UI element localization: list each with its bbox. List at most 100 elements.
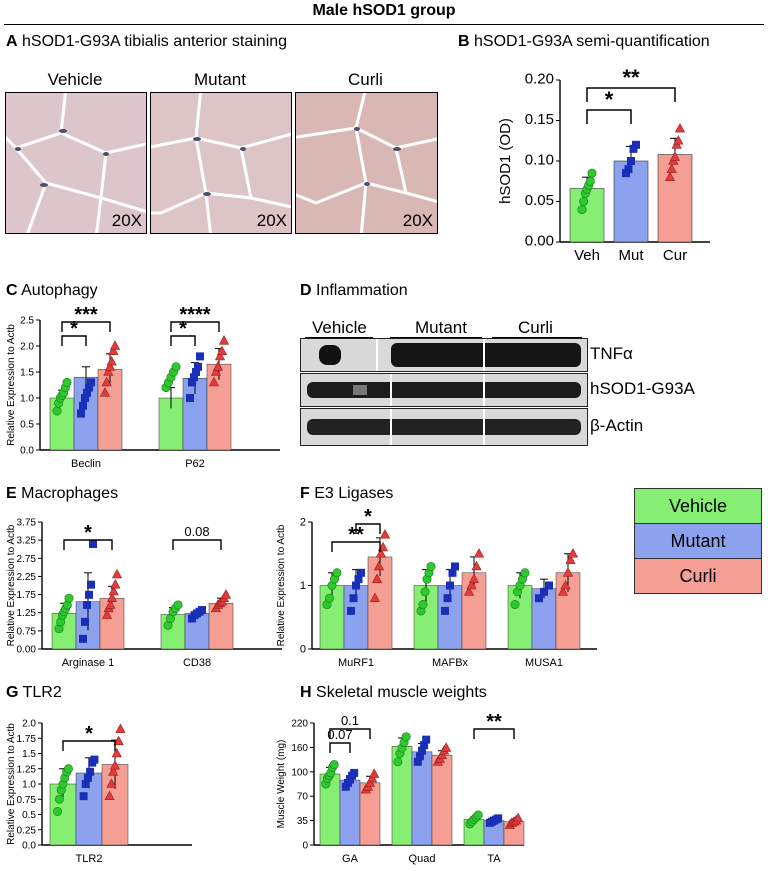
- panel-h-title: Skeletal muscle weights: [316, 684, 487, 701]
- data-point: [208, 376, 220, 387]
- x-category-label: Arginase 1: [62, 657, 115, 669]
- data-point: [373, 560, 385, 571]
- panel-a-letter: A: [6, 33, 18, 50]
- significance-label: 0.08: [184, 524, 209, 539]
- data-point: [664, 171, 676, 181]
- data-point: [466, 579, 477, 590]
- lane-label-vehicle: Vehicle: [312, 318, 367, 337]
- data-point: [105, 599, 116, 609]
- data-point: [106, 778, 117, 788]
- panel-g-letter: G: [6, 684, 19, 701]
- y-tick-label: 0.75: [17, 795, 37, 806]
- y-axis-label: Relative Expression to Actb: [276, 524, 287, 646]
- data-point: [79, 792, 88, 801]
- x-category-label: P62: [185, 458, 205, 470]
- data-point: [188, 378, 196, 387]
- data-point: [567, 548, 579, 558]
- y-tick-label: 2.0: [22, 719, 36, 730]
- y-tick-label: 0.10: [525, 152, 554, 169]
- significance-label: **: [348, 524, 364, 546]
- significance-bracket: [329, 742, 351, 753]
- panel-e-letter: E: [6, 485, 17, 502]
- data-point: [192, 368, 200, 376]
- panel-g-header: G TLR2: [6, 684, 62, 702]
- significance-label: ****: [179, 304, 210, 326]
- y-tick-label: 2.25: [17, 572, 37, 583]
- data-point: [545, 581, 553, 590]
- panel-d-header: D Inflammation: [300, 282, 408, 300]
- y-tick-label: 0: [302, 841, 308, 852]
- panel-e-title: Macrophages: [21, 485, 119, 502]
- data-point: [446, 581, 454, 590]
- data-point: [87, 580, 95, 589]
- data-point: [86, 767, 95, 776]
- y-tick-label: 160: [291, 743, 308, 754]
- x-category-label: TLR2: [76, 853, 103, 865]
- lane-bracket-mutant: [390, 337, 482, 338]
- data-point: [194, 362, 202, 371]
- y-tick-label: 0.0: [22, 841, 36, 852]
- y-tick-label: 1.0: [20, 394, 34, 405]
- significance-bracket: [61, 335, 87, 346]
- y-tick-label: 220: [291, 719, 308, 730]
- micrograph-curli: 20X: [295, 92, 438, 234]
- data-point: [108, 766, 119, 776]
- panel-g-title: TLR2: [22, 684, 62, 701]
- data-point: [106, 355, 117, 366]
- data-point: [110, 579, 121, 589]
- muscle-tissue-image: [151, 93, 291, 233]
- y-axis-label: Relative Expression to Actb: [6, 524, 17, 646]
- micrograph-label-mutant: Mutant: [194, 70, 246, 89]
- magnification-label: 20X: [402, 211, 433, 230]
- significance-label: *: [605, 87, 614, 112]
- data-point: [377, 541, 389, 552]
- data-point: [443, 594, 452, 603]
- chart-e: 0.00 0.75 1.25 1.75 2.25 2.75 3.25 3.75Relative…: [6, 518, 282, 669]
- x-category-label: MAFBx: [432, 657, 469, 669]
- y-tick-label: 2.5: [20, 316, 34, 327]
- blot-hsod1: [300, 373, 588, 407]
- data-point: [190, 373, 198, 382]
- data-point: [448, 568, 457, 577]
- data-point: [627, 157, 635, 165]
- y-tick-label: 1.0: [22, 780, 36, 791]
- legend-mutant: Mutant: [634, 523, 762, 559]
- data-point: [422, 735, 431, 744]
- x-category-label: MUSA1: [525, 657, 563, 669]
- data-point: [560, 579, 571, 590]
- y-tick-label: 0.20: [525, 71, 554, 88]
- data-point: [354, 575, 363, 584]
- y-tick-label: 0.00: [525, 233, 554, 250]
- panel-f-title: E3 Ligases: [314, 485, 394, 502]
- significance-bracket: [63, 539, 113, 550]
- significance-label: **: [486, 711, 502, 733]
- y-tick-label: 1.75: [17, 734, 37, 745]
- significance-bracket: [170, 335, 196, 346]
- data-point: [468, 573, 480, 583]
- x-category-label: TA: [487, 853, 501, 865]
- data-point: [420, 587, 430, 597]
- data-point: [79, 401, 87, 410]
- bar: [657, 154, 693, 243]
- data-point: [473, 548, 485, 558]
- significance-label: 0.1: [341, 713, 359, 728]
- blot-bands: [307, 409, 581, 445]
- data-point: [673, 135, 684, 145]
- significance-bracket: [62, 740, 116, 751]
- data-point: [62, 377, 72, 387]
- chart-f: 0 1 2 Relative Expression to Actb MuRF1 MAFBx…: [276, 506, 597, 669]
- data-point: [79, 634, 87, 643]
- y-tick-label: 3.75: [17, 518, 37, 529]
- data-point: [371, 573, 383, 583]
- data-point: [577, 205, 587, 215]
- data-point: [83, 773, 92, 782]
- y-axis-label: Relative Expression to Actb: [6, 723, 17, 845]
- y-axis-label: Muscle Weight (mg): [276, 740, 287, 829]
- data-point: [513, 812, 524, 823]
- y-tick-label: 0.00: [17, 645, 37, 656]
- y-tick-label: 100: [291, 767, 308, 778]
- data-point: [212, 361, 224, 371]
- data-point: [666, 163, 677, 173]
- chart-b: 0.00 0.05 0.10 0.15 0.20 hSOD1 (OD) Veh Mut Cur *…: [497, 65, 710, 264]
- data-point: [81, 617, 89, 626]
